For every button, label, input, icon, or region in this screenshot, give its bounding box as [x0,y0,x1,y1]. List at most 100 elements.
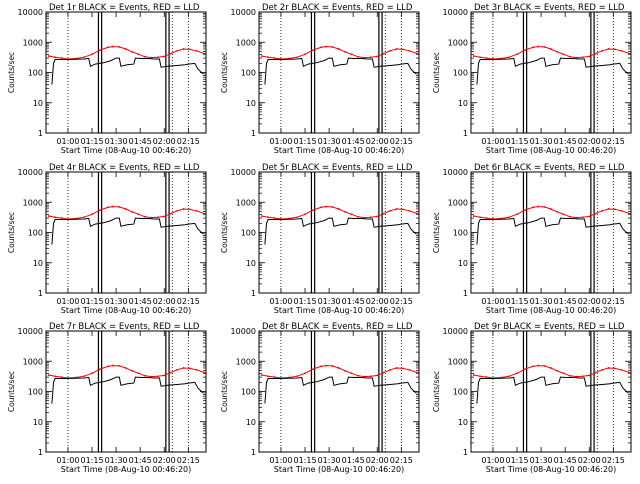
data-point-lld [137,372,140,375]
data-point-lld [118,206,121,208]
data-point-lld [543,365,546,367]
data-point-lld [47,374,50,376]
data-point-lld [267,375,269,378]
data-point-lld [395,367,398,369]
x-tick-label: 02:15 [177,456,200,465]
data-point-lld [91,213,93,216]
y-tick-label: 1000 [236,38,256,47]
data-point-lld [47,55,50,57]
y-tick-label: 10000 [231,327,256,336]
x-tick-label: 02:15 [602,137,625,146]
data-point-lld [479,216,481,219]
series-line-events [51,217,204,245]
series-line-lld [473,46,630,60]
x-tick-label: 02:00 [578,456,601,465]
data-point-lld [91,372,93,375]
data-point-lld [620,368,623,371]
x-tick-label: 01:30 [105,297,128,306]
data-point-lld [144,215,146,218]
y-tick-label: 1 [251,289,256,298]
data-point-lld [176,368,179,371]
data-point-lld [118,365,121,367]
series-line-events [476,57,629,85]
data-point-lld [150,375,153,378]
x-tick-label: 01:00 [481,297,504,306]
y-tick-label: 10000 [443,327,468,336]
data-point-lld [472,55,475,57]
data-point-lld [260,374,263,376]
x-tick-label: 01:30 [530,456,553,465]
data-point-lld [369,216,372,219]
series-line-lld [48,206,205,220]
data-point-lld [472,374,475,376]
data-point-lld [296,216,298,219]
data-point-lld [273,376,276,378]
data-point-lld [485,376,488,378]
panel-title: Det 8r BLACK = Events, RED = LLD [262,322,413,332]
y-tick-label: 10000 [231,168,256,177]
data-point-lld [260,55,263,57]
x-tick-label: 01:30 [105,456,128,465]
data-point-lld [107,206,109,209]
data-point-lld [156,56,159,59]
x-tick-label: 02:15 [390,137,413,146]
data-point-lld [581,56,584,59]
x-tick-label: 01:30 [530,297,553,306]
data-point-lld [137,213,140,216]
y-tick-label: 10000 [231,8,256,17]
data-point-lld [363,375,366,378]
x-tick-label: 02:00 [153,137,176,146]
data-point-lld [601,209,604,212]
y-tick-label: 10 [458,99,468,108]
data-point-lld [331,206,334,208]
y-tick-label: 1 [38,129,43,138]
data-point-lld [337,48,340,50]
x-tick-label: 02:15 [602,297,625,306]
plot-frame [470,11,632,134]
data-point-lld [195,49,198,52]
x-tick-label: 01:15 [293,297,316,306]
data-point-lld [195,368,198,371]
data-point-lld [569,374,571,377]
data-point-lld [296,56,298,59]
data-point-lld [83,375,85,378]
y-axis-label: Counts/sec [220,212,229,253]
data-point-lld [524,368,526,371]
x-tick-label: 01:00 [269,297,292,306]
data-point-lld [344,210,347,213]
data-point-lld [543,206,546,208]
x-tick-label: 02:15 [177,137,200,146]
y-tick-label: 10 [246,259,256,268]
data-point-lld [575,216,578,219]
data-point-lld [91,53,93,56]
data-point-lld [614,208,616,211]
data-point-lld [54,375,56,378]
data-point-lld [594,52,597,55]
data-point-lld [581,375,584,378]
chart-panel: Det 3r BLACK = Events, RED = LLD 1 10 100 10… [432,3,632,155]
series-line-events [264,217,417,245]
x-tick-label: 01:00 [269,456,292,465]
data-point-lld [163,55,166,58]
y-tick-label: 1000 [23,198,43,207]
y-tick-label: 1000 [448,198,468,207]
data-point-lld [562,372,565,375]
series-line-events [264,57,417,85]
x-axis-label: Start Time (08-Aug-10 00:46:20) [486,465,617,474]
data-point-lld [150,216,153,219]
data-point-lld [312,49,314,52]
y-axis-label: Counts/sec [7,212,16,253]
x-tick-label: 01:15 [505,456,528,465]
panel-title: Det 6r BLACK = Events, RED = LLD [474,163,625,173]
y-tick-label: 100 [241,388,256,397]
x-axis-label: Start Time (08-Aug-10 00:46:20) [486,306,617,315]
y-tick-label: 10 [458,418,468,427]
x-tick-label: 01:00 [481,456,504,465]
data-point-lld [536,45,539,48]
y-tick-label: 10 [33,259,43,268]
y-tick-label: 1000 [448,357,468,366]
data-point-lld [607,208,610,210]
y-axis-label: Counts/sec [220,371,229,412]
y-tick-label: 100 [453,229,468,238]
data-point-lld [532,206,534,209]
